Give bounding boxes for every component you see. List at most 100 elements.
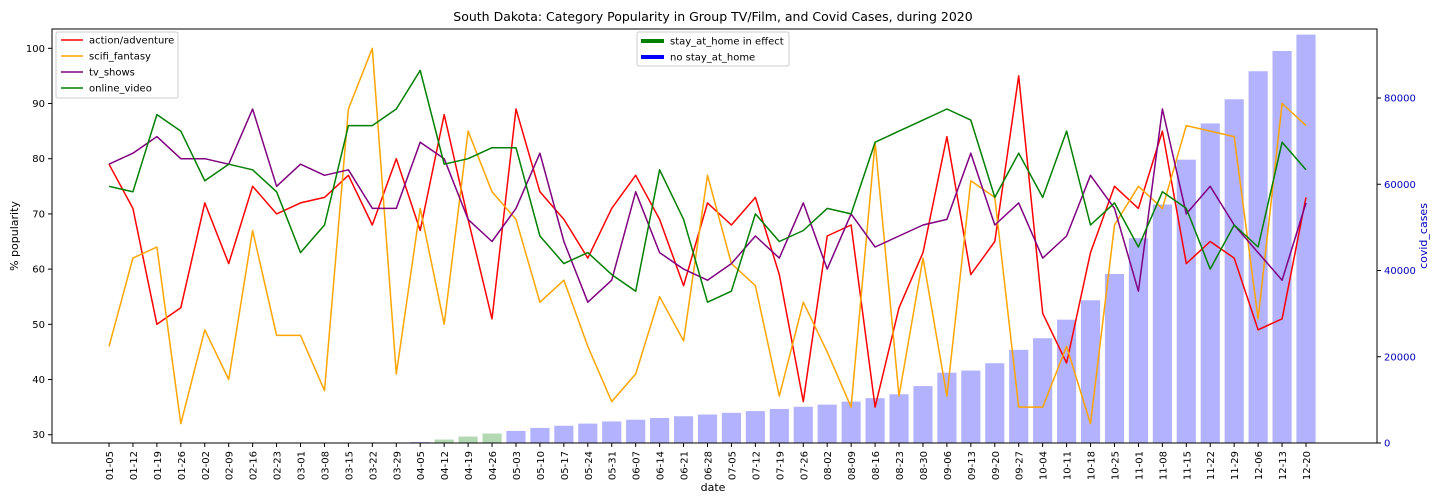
covid-bar-07-26 [793, 406, 813, 443]
covid-bar-07-12 [745, 411, 765, 443]
covid-bar-11-29 [1224, 99, 1244, 443]
covid-bar-08-30 [913, 386, 933, 443]
y2-tick-label: 60000 [1384, 180, 1416, 191]
series-line-tv-shows [108, 108, 1307, 303]
covid-bar-12-06 [1248, 71, 1268, 443]
covid-bar-05-17 [554, 425, 574, 443]
series-line-action-adventure [108, 75, 1307, 408]
x-tick-label: 06-28 [704, 451, 715, 480]
legend-box [636, 31, 790, 67]
x-axis: 01-05 01-12 01-19 01-26 02-02 02-09 02-16 02-23… [105, 443, 1313, 480]
y-tick-label: 60 [32, 265, 45, 276]
x-tick-label: 07-19 [775, 451, 786, 480]
x-tick-label: 04-05 [416, 451, 427, 480]
covid-bar-11-15 [1176, 159, 1196, 443]
covid-bar-09-20 [985, 363, 1005, 443]
y-tick-label: 100 [26, 44, 45, 55]
x-tick-label: 11-29 [1230, 451, 1241, 480]
covid-bars [410, 34, 1316, 444]
y-tick-label: 70 [32, 209, 45, 220]
x-tick-label: 04-12 [440, 451, 451, 480]
y-tick-label: 40 [32, 375, 45, 386]
x-tick-label: 08-23 [895, 451, 906, 480]
x-tick-label: 11-22 [1206, 451, 1217, 480]
series-lines [108, 47, 1307, 425]
covid-bar-12-20 [1296, 34, 1316, 443]
x-tick-label: 09-06 [943, 451, 954, 480]
x-tick-label: 03-01 [297, 451, 308, 480]
x-tick-label: 03-15 [344, 451, 355, 480]
covid-bar-05-03 [506, 430, 526, 443]
y2-tick-label: 0 [1384, 439, 1390, 450]
y-tick-label: 30 [32, 430, 45, 441]
x-tick-label: 10-18 [1087, 451, 1098, 480]
covid-bar-06-28 [697, 414, 718, 443]
x-tick-label: 10-25 [1110, 451, 1121, 480]
covid-bar-07-19 [769, 408, 789, 443]
x-tick-label: 09-20 [991, 451, 1002, 480]
covid-bar-06-07 [626, 419, 646, 443]
x-tick-label: 11-01 [1134, 451, 1145, 480]
covid-bar-10-11 [1057, 319, 1077, 443]
series-line-scifi-fantasy [108, 47, 1307, 425]
legend-label: scifi_fantasy [89, 52, 151, 63]
covid-bar-08-09 [841, 401, 861, 443]
y-axis-label: % popularity [8, 201, 21, 271]
covid-bar-09-13 [961, 370, 981, 443]
covid-bar-06-14 [650, 417, 670, 443]
covid-bar-05-24 [578, 423, 598, 443]
legend-label: no stay_at_home [670, 53, 755, 64]
covid-bar-05-31 [602, 421, 622, 443]
x-tick-label: 10-04 [1039, 451, 1050, 480]
covid-bar-10-04 [1033, 338, 1053, 443]
y-axis-left: 30 40 50 60 70 80 90 100 [26, 44, 52, 441]
series-legend: action/adventure scifi_fantasy tv_showsonl… [55, 31, 179, 99]
x-tick-label: 08-16 [871, 451, 882, 480]
x-tick-label: 01-26 [177, 451, 188, 480]
covid-bar-11-08 [1152, 204, 1172, 443]
plot-frame [51, 28, 1378, 444]
x-tick-label: 02-02 [201, 451, 212, 480]
y2-tick-label: 20000 [1384, 352, 1416, 363]
x-tick-label: 03-29 [392, 451, 403, 480]
x-tick-label: 09-27 [1015, 451, 1026, 480]
covid-bar-04-26 [482, 433, 502, 443]
y2-axis-label: covid_cases [1417, 203, 1430, 269]
x-tick-label: 05-03 [512, 451, 523, 480]
x-tick-label: 04-26 [488, 451, 499, 480]
x-tick-label: 01-19 [153, 451, 164, 480]
covid-bar-09-06 [937, 372, 957, 443]
y-axis-right: 0 20000 40000 60000 80000 [1377, 94, 1416, 450]
covid-bar-07-05 [721, 412, 742, 443]
covid-bar-11-01 [1128, 238, 1148, 443]
x-tick-label: 07-05 [727, 451, 738, 480]
y-tick-label: 50 [32, 320, 45, 331]
covid-bar-04-19 [458, 436, 478, 443]
x-tick-label: 12-13 [1278, 451, 1289, 480]
x-tick-label: 05-10 [536, 451, 547, 480]
x-tick-label: 06-21 [680, 451, 691, 480]
chart-title: South Dakota: Category Popularity in Gro… [453, 9, 972, 24]
x-tick-label: 10-11 [1063, 451, 1074, 480]
x-tick-label: 05-24 [584, 451, 595, 480]
x-tick-label: 03-22 [368, 451, 379, 480]
covid-bar-08-02 [817, 404, 837, 443]
covid-bar-10-25 [1104, 273, 1125, 443]
x-tick-label: 11-15 [1182, 451, 1193, 480]
y-tick-label: 90 [32, 99, 45, 110]
covid-bar-11-22 [1200, 123, 1220, 443]
legend-label: online_video [89, 84, 152, 95]
y-tick-label: 80 [32, 154, 45, 165]
x-tick-label: 12-20 [1302, 451, 1313, 480]
y2-tick-label: 80000 [1384, 94, 1416, 105]
legend-label: stay_at_home in effect [670, 37, 784, 48]
x-tick-label: 04-19 [464, 451, 475, 480]
series-line-online-video [108, 69, 1307, 303]
legend-label: action/adventure [89, 36, 174, 47]
x-tick-label: 06-14 [656, 451, 667, 480]
x-tick-label: 07-12 [751, 451, 762, 480]
y2-tick-label: 40000 [1384, 266, 1416, 277]
x-tick-label: 08-02 [823, 451, 834, 480]
x-tick-label: 02-09 [225, 451, 236, 480]
